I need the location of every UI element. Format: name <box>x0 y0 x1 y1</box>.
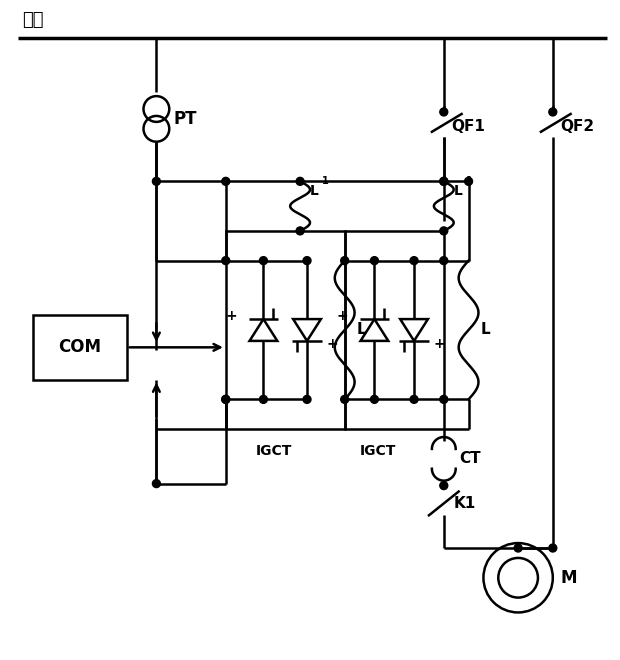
Circle shape <box>440 178 448 185</box>
Circle shape <box>410 395 418 403</box>
Circle shape <box>259 257 267 265</box>
Circle shape <box>222 395 230 403</box>
Circle shape <box>222 395 230 403</box>
Circle shape <box>440 108 448 116</box>
Circle shape <box>153 480 161 488</box>
Text: L: L <box>356 323 366 337</box>
Circle shape <box>549 108 557 116</box>
Circle shape <box>303 257 311 265</box>
Circle shape <box>514 544 522 552</box>
Circle shape <box>341 395 348 403</box>
Text: IGCT: IGCT <box>255 444 292 458</box>
Circle shape <box>222 178 230 185</box>
Circle shape <box>259 395 267 403</box>
Text: 电网: 电网 <box>22 11 44 29</box>
Circle shape <box>371 257 378 265</box>
Bar <box>226 231 345 429</box>
Text: QF1: QF1 <box>452 119 485 135</box>
Text: CT: CT <box>459 451 481 467</box>
Circle shape <box>440 257 448 265</box>
Text: 1: 1 <box>466 176 472 186</box>
Circle shape <box>303 395 311 403</box>
Circle shape <box>440 395 448 403</box>
Circle shape <box>296 178 304 185</box>
Text: +: + <box>226 309 237 323</box>
Text: L: L <box>480 323 490 337</box>
Circle shape <box>440 482 448 490</box>
Text: IGCT: IGCT <box>360 444 396 458</box>
Text: +: + <box>327 337 339 351</box>
Text: K1: K1 <box>454 496 476 511</box>
Circle shape <box>464 178 472 185</box>
Text: +: + <box>337 309 348 323</box>
Circle shape <box>440 178 448 185</box>
Circle shape <box>371 395 378 403</box>
Circle shape <box>410 257 418 265</box>
Text: QF2: QF2 <box>560 119 595 135</box>
Text: L: L <box>310 184 319 198</box>
Text: COM: COM <box>58 339 101 356</box>
Bar <box>32 315 126 380</box>
Circle shape <box>222 257 230 265</box>
Text: M: M <box>560 569 577 587</box>
Circle shape <box>153 178 161 185</box>
Text: L: L <box>454 184 463 198</box>
Circle shape <box>341 257 348 265</box>
Bar <box>345 231 444 429</box>
Circle shape <box>440 227 448 235</box>
Text: +: + <box>434 337 446 351</box>
Text: 1: 1 <box>322 176 329 186</box>
Circle shape <box>296 227 304 235</box>
Circle shape <box>549 544 557 552</box>
Text: PT: PT <box>173 110 197 128</box>
